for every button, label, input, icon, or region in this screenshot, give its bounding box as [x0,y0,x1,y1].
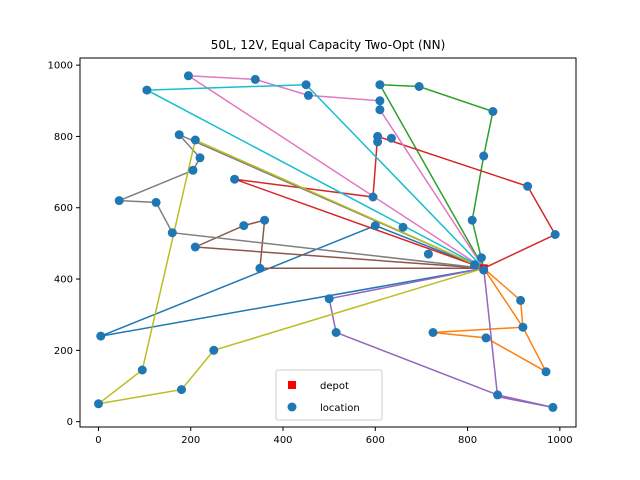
location-point [368,192,378,202]
location-point [255,263,265,273]
location-point [230,174,240,184]
location-point [386,133,396,143]
y-axis: 0 200 400 600 800 1000 [48,61,80,428]
y-tick-label: 1000 [48,61,73,72]
location-point [188,165,198,175]
location-point [516,295,526,305]
location-point [137,365,147,375]
y-tick-label: 600 [54,203,73,214]
x-tick-label: 1000 [547,435,572,446]
location-point [183,71,193,81]
location-point [373,137,383,147]
legend: depot location [275,369,383,421]
location-point [177,385,186,395]
location-point [209,345,219,355]
location-point [481,333,491,343]
x-tick-label: 400 [273,435,292,446]
legend-box [275,369,383,421]
points [94,71,560,412]
y-tick-label: 0 [67,417,73,428]
location-point [470,260,479,270]
location-point [151,197,161,207]
legend-location-label: location [320,403,360,414]
x-tick-label: 0 [95,435,101,446]
location-point [398,222,408,232]
x-tick-label: 200 [181,435,200,446]
y-tick-label: 400 [54,275,73,286]
x-tick-label: 800 [458,435,477,446]
route-line-10 [144,83,485,269]
legend-depot-label: depot [320,381,349,392]
location-point [467,215,477,225]
location-point [370,221,380,231]
location-point [167,228,177,238]
location-point [493,390,503,400]
location-point [174,130,184,140]
location-point [324,294,334,304]
location-point [479,151,489,161]
location-point [479,265,489,275]
location-point [375,96,385,106]
location-point [541,367,551,377]
y-tick-label: 800 [54,132,73,143]
location-point [96,331,106,341]
location-point [518,322,528,332]
location-point [331,328,341,337]
legend-depot-marker [288,381,296,389]
route-line-8 [118,134,485,270]
location-point [375,105,385,115]
route-line-1 [100,224,484,337]
location-point [195,153,205,163]
location-point [476,253,486,263]
location-point [488,107,498,116]
location-point [375,80,385,90]
location-point [301,80,311,90]
location-point [550,230,560,239]
location-point [428,328,438,337]
chart-title: 50L, 12V, Equal Capacity Two-Opt (NN) [211,38,446,52]
location-point [190,135,200,145]
location-point [423,249,433,259]
x-axis: 0 200 400 600 800 1000 [95,427,573,446]
location-point [142,85,152,95]
location-point [523,181,533,191]
plot-frame [79,57,577,428]
location-point [414,82,424,91]
route-line-6 [194,219,484,270]
location-point [190,242,200,252]
location-point [250,74,260,84]
x-tick-label: 600 [366,435,385,446]
location-point [94,399,103,409]
location-point [114,196,124,206]
legend-location-marker [287,402,297,412]
location-point [303,90,313,100]
location-point [260,215,270,225]
location-point [548,402,558,412]
y-tick-label: 200 [54,346,73,357]
location-point [239,221,249,231]
